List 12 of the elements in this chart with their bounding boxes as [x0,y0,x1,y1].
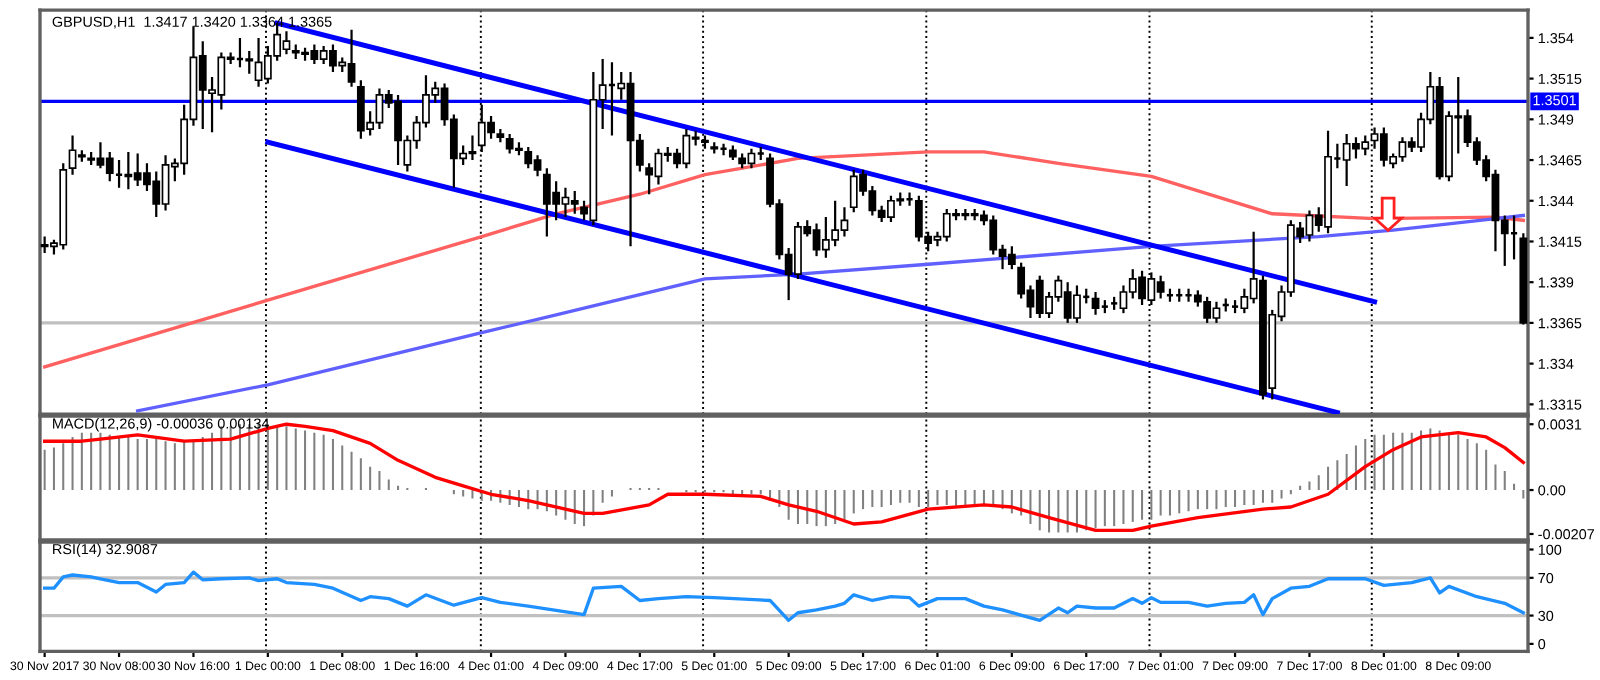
candlestick [245,49,254,75]
candlestick [1007,245,1016,271]
line-series [42,570,1526,622]
candlestick [1509,214,1519,261]
candlestick [105,150,114,183]
line-series [42,422,1526,533]
line-series [42,150,1526,369]
candlestick [1091,290,1100,316]
candlestick [570,189,579,215]
candlestick [524,145,533,170]
candlestick [114,158,124,189]
candlestick [1017,261,1026,300]
